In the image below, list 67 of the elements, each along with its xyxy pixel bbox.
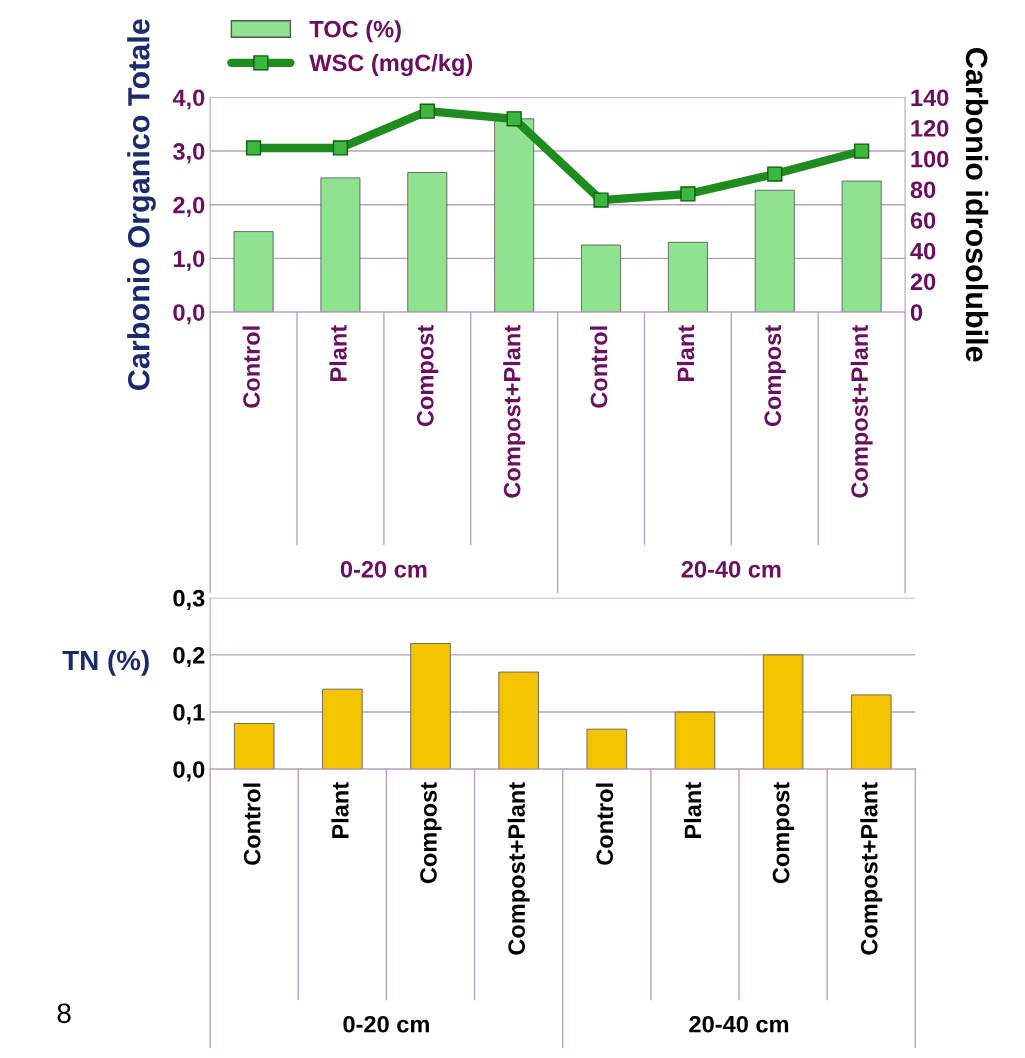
bar (841, 180, 882, 313)
y-tick-label: 0,3 (173, 589, 205, 610)
y-axis-title: Carbonio Organico Totale (127, 19, 156, 390)
y2-tick-label: 20 (910, 273, 936, 291)
x-tick-label: Control (243, 783, 261, 865)
y2-tick-label: 80 (910, 181, 936, 199)
legend-label: WSC (mgC/kg) (309, 53, 473, 77)
text: 8 (57, 1003, 71, 1024)
bar (322, 688, 363, 770)
y-axis-title: TN (%) (62, 649, 149, 676)
y-tick-label: 0,0 (173, 761, 205, 782)
bar (498, 671, 539, 770)
bar (410, 643, 451, 770)
bar (494, 118, 535, 313)
bar (674, 711, 716, 770)
x-tick-label: Control (590, 326, 608, 408)
x-tick-label: Control (595, 783, 614, 865)
bar (762, 654, 804, 770)
bar (586, 728, 628, 770)
bar (667, 241, 708, 313)
legend-label: TOC (%) (309, 20, 401, 43)
text: 20-40 cm (689, 1015, 789, 1033)
y-tick-label: 0,2 (173, 646, 205, 668)
y-tick-label: 1,0 (173, 250, 205, 271)
x-tick-label: Compost (772, 782, 795, 884)
y2-tick-label: 120 (911, 120, 949, 137)
y2-tick-label: 100 (911, 150, 949, 168)
point (854, 143, 870, 159)
y-tick-label: 0,1 (173, 704, 205, 725)
x-tick-label: Compost (764, 325, 786, 427)
y2-tick-label: 140 (911, 89, 949, 107)
x-tick-label: Plant (683, 782, 702, 838)
point (332, 140, 349, 156)
point (767, 166, 783, 182)
text: 20-40 cm (681, 560, 781, 578)
y-tick-label: 0,0 (173, 304, 205, 325)
bar (407, 172, 448, 313)
y2-tick-label: 0 (910, 304, 923, 321)
x-tick-label: Plant (331, 782, 349, 838)
y2-tick-label: 40 (910, 242, 936, 260)
x-tick-label: Compost (420, 782, 442, 884)
point (593, 192, 609, 208)
point (419, 103, 435, 119)
x-tick-label: Compost+Plant (507, 782, 530, 955)
bar (320, 177, 361, 313)
bar (851, 694, 892, 770)
text: 0-20 cm (343, 1015, 429, 1033)
x-tick-label: Control (242, 326, 260, 408)
bar (233, 723, 275, 770)
x-tick-label: Compost+Plant (860, 782, 883, 955)
y2-tick-label: 60 (910, 212, 936, 229)
x-tick-label: Plant (676, 325, 695, 381)
y-tick-label: 2,0 (173, 196, 205, 217)
point (245, 140, 262, 156)
point (680, 186, 696, 202)
point (506, 111, 522, 127)
y-tick-label: 4,0 (172, 89, 205, 110)
x-tick-label: Compost+Plant (503, 325, 526, 498)
x-tick-label: Compost+Plant (850, 325, 873, 498)
bar (233, 231, 274, 313)
x-tick-label: Plant (329, 325, 347, 381)
bar (754, 189, 795, 313)
bar (581, 244, 621, 313)
text: 0-20 cm (340, 560, 427, 578)
y-tick-label: 3,0 (172, 143, 205, 164)
y2-axis-title: Carbonio idrosolubile (965, 48, 989, 362)
x-tick-label: Compost (416, 325, 439, 427)
